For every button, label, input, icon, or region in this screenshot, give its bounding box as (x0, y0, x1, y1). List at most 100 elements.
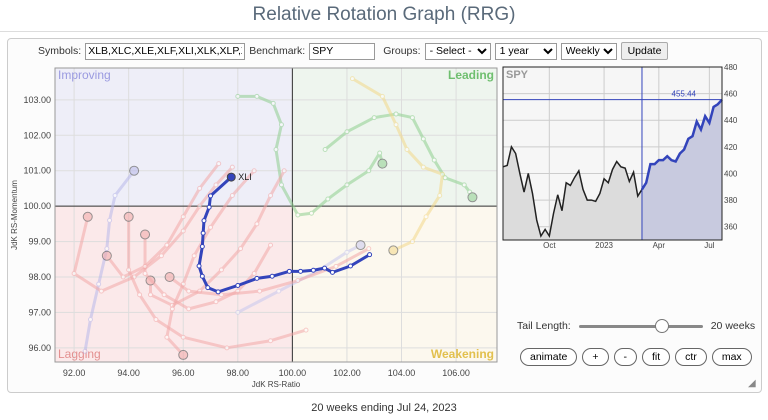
spy-y-tick: 360 (724, 223, 738, 232)
tail-point (371, 115, 377, 121)
faded-tail (82, 165, 140, 354)
tail-point (186, 288, 192, 294)
faded-tail (349, 76, 445, 256)
spy-line (502, 144, 643, 239)
tail-point (169, 306, 175, 312)
quadrant-label-improving: Improving (58, 68, 111, 82)
tail-point (295, 278, 301, 284)
tail-point (461, 182, 467, 188)
tail-point (180, 334, 186, 340)
tail-point (238, 246, 244, 252)
y-tick-label: 99.00 (28, 237, 51, 247)
tail-point (120, 274, 126, 280)
page-title: Relative Rotation Graph (RRG) (252, 4, 516, 25)
tail-point (137, 292, 143, 298)
tail-point (366, 168, 372, 174)
spy-y-tick: 460 (724, 90, 738, 99)
spy-y-tick: 400 (724, 169, 738, 178)
tail-point (404, 146, 410, 152)
tail-point (254, 221, 260, 227)
animate-button[interactable]: animate (520, 348, 578, 366)
plot-border (54, 67, 498, 363)
tail-point (71, 270, 77, 276)
spy-y-tick: 480 (724, 63, 738, 72)
tail-point (439, 171, 445, 177)
x-tick-label: 96.00 (172, 368, 195, 378)
tail-length-control: Tail Length: 20 weeks (517, 318, 755, 333)
symbols-input[interactable] (85, 42, 246, 60)
faded-tail (322, 111, 478, 203)
tail-point (164, 242, 170, 248)
tail-point (420, 136, 426, 142)
center-button[interactable]: ctr (675, 348, 707, 366)
tail-point (423, 214, 429, 220)
tail-point (420, 164, 426, 170)
tail-point (153, 316, 159, 322)
tail-head (82, 211, 93, 222)
tail-point (229, 164, 235, 170)
zoom-out-button[interactable]: - (613, 348, 637, 366)
update-button[interactable]: Update (620, 42, 669, 60)
x-tick-label: 100.00 (279, 368, 307, 378)
tail-point (310, 267, 316, 273)
tail-head (178, 349, 189, 360)
x-tick-label: 106.00 (442, 368, 470, 378)
tail-point (349, 76, 355, 82)
tail-point (254, 93, 260, 99)
tail-point (235, 309, 241, 315)
tail-point (158, 253, 164, 259)
tail-point (201, 218, 207, 224)
tail-point (199, 244, 205, 250)
tail-point (216, 161, 222, 167)
tail-point (87, 316, 93, 322)
slider-knob[interactable] (654, 318, 669, 333)
y-tick-label: 96.00 (28, 343, 51, 353)
tail-point (344, 129, 350, 135)
tail-point (208, 224, 214, 230)
resize-handle-icon[interactable]: ◢ (748, 378, 756, 389)
tail-head (377, 158, 388, 169)
tail-point (278, 182, 284, 188)
spy-label: SPY (506, 69, 529, 81)
quadrant-label-weakening: Weakening (431, 347, 494, 361)
benchmark-input[interactable] (309, 42, 376, 60)
symbols-label: Symbols: (38, 45, 82, 57)
faded-tail (71, 164, 235, 294)
tail-point (377, 150, 383, 156)
tail-point (303, 327, 309, 333)
tail-point (393, 111, 399, 117)
x-tick-label: 92.00 (63, 368, 86, 378)
tail-point (112, 193, 118, 199)
period-select[interactable]: 1 year (494, 42, 557, 60)
spy-y-tick: 440 (724, 116, 738, 125)
zoom-in-button[interactable]: + (582, 348, 609, 366)
tail-head (129, 165, 140, 176)
max-button[interactable]: max (711, 348, 752, 366)
tail-head (123, 211, 134, 222)
tail-point (431, 157, 437, 163)
tail-point (278, 122, 284, 128)
tail-line (143, 234, 272, 311)
tail-point (218, 292, 224, 298)
tail-point (235, 282, 241, 288)
frequency-select[interactable]: Weekly (560, 42, 617, 60)
divider (0, 31, 768, 32)
tail-length-slider[interactable] (578, 318, 703, 333)
tail-point (96, 281, 102, 287)
tail-point (344, 182, 350, 188)
benchmark-label: Benchmark: (249, 45, 306, 57)
fit-button[interactable]: fit (642, 348, 671, 366)
tail-point (409, 239, 415, 245)
tail-point (142, 263, 148, 269)
tail-point (206, 204, 212, 210)
tail-point (229, 193, 235, 199)
tail-head (164, 271, 175, 282)
tail-head (467, 192, 478, 203)
tail-point (344, 249, 350, 255)
groups-select[interactable]: - Select - (424, 42, 491, 60)
tail-point (98, 288, 104, 294)
spy-x-tick: Apr (653, 241, 666, 250)
faded-tail (101, 161, 222, 280)
tail-head (226, 172, 236, 182)
